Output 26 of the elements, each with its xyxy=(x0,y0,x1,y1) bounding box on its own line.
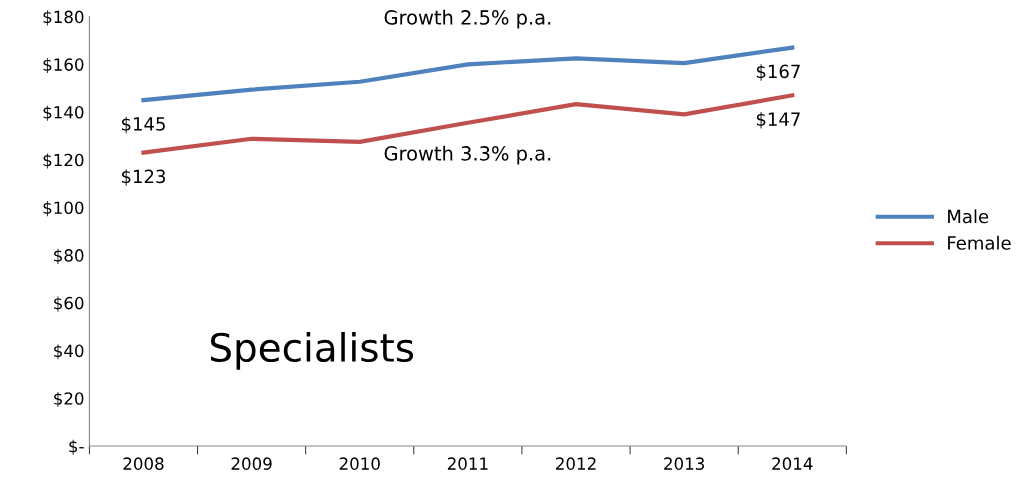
y-tick-label: $120 xyxy=(43,153,84,169)
x-tick-label: 2008 xyxy=(123,457,164,470)
y-tick-label: $80 xyxy=(54,248,84,264)
legend-label: Female xyxy=(948,235,1011,250)
y-tick-label: $180 xyxy=(43,10,84,26)
y-tick-label: $20 xyxy=(54,391,84,408)
y-tick-label: $100 xyxy=(43,201,84,217)
x-tick-label: 2012 xyxy=(556,457,596,470)
data-label: $123 xyxy=(122,169,165,186)
annotation: Growth 3.3% p.a. xyxy=(384,145,551,165)
y-tick-label: $160 xyxy=(43,58,84,74)
y-tick-label: $40 xyxy=(54,344,84,360)
annotation: Specialists xyxy=(210,332,414,370)
x-tick-label: 2014 xyxy=(772,457,813,470)
y-tick-label: $140 xyxy=(43,105,84,121)
x-tick-label: 2011 xyxy=(447,457,488,470)
data-label: $145 xyxy=(122,116,165,134)
y-tick-label: $60 xyxy=(54,296,84,312)
data-label: $167 xyxy=(756,64,800,81)
y-tick-label: $- xyxy=(69,439,84,455)
data-label: $147 xyxy=(756,112,800,129)
x-tick-label: 2010 xyxy=(339,457,380,470)
annotation: Growth 2.5% p.a. xyxy=(384,9,551,29)
x-tick-label: 2009 xyxy=(231,457,272,470)
legend-label: Male xyxy=(948,209,989,224)
x-tick-label: 2013 xyxy=(664,457,704,470)
